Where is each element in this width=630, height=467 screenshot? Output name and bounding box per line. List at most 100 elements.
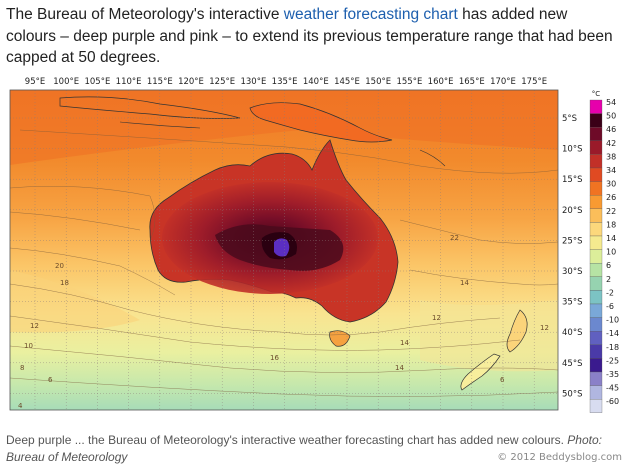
legend-swatch <box>589 235 603 250</box>
longitude-label: 100°E <box>53 77 79 87</box>
tropical-warm-band <box>10 90 558 165</box>
latitude-label: 20°S <box>562 206 582 216</box>
new-zealand-south <box>460 353 501 391</box>
legend-value: -45 <box>606 384 619 393</box>
legend-value: -6 <box>606 302 614 311</box>
legend-swatch <box>589 127 603 141</box>
contour-label: 14 <box>460 279 469 287</box>
contour-label: 4 <box>18 402 23 410</box>
article-text-end: has added new colours – deep purple and … <box>6 6 613 66</box>
legend-value: 30 <box>606 180 616 189</box>
latitude-label: 10°S <box>562 145 582 155</box>
contour-label: 6 <box>500 376 505 384</box>
latitude-label: 50°S <box>562 389 582 399</box>
legend-swatch <box>589 140 603 155</box>
article-text-start: The Bureau of Meteorology's interactive <box>6 6 284 23</box>
latitude-label: 5°S <box>562 114 577 124</box>
legend-swatch <box>589 331 603 345</box>
contour-label: 22 <box>450 234 459 242</box>
legend-value: -10 <box>606 316 619 325</box>
caption-photo-credit: Photo: Bureau of Meteorology <box>6 433 602 464</box>
legend-value: 38 <box>606 152 616 161</box>
longitude-label: 155°E <box>396 77 422 87</box>
latitude-label: 45°S <box>562 359 582 369</box>
legend-value: 34 <box>606 166 616 175</box>
legend-value: 22 <box>606 207 616 216</box>
contour-label: 12 <box>432 314 441 322</box>
legend-value: -2 <box>606 288 614 297</box>
map-border <box>9 89 559 411</box>
legend-value: 10 <box>606 248 616 257</box>
longitude-label: 130°E <box>240 77 266 87</box>
indonesia-coast <box>59 96 241 119</box>
longitude-label: 140°E <box>303 77 329 87</box>
longitude-label: 150°E <box>365 77 391 87</box>
longitude-label: 135°E <box>272 77 298 87</box>
legend-value: -14 <box>606 329 619 338</box>
contour-label: 20 <box>55 262 64 270</box>
longitude-label: 110°E <box>116 77 142 87</box>
new-guinea-land <box>249 102 393 143</box>
legend-swatch <box>589 303 603 318</box>
legend-swatch <box>589 249 603 264</box>
legend-swatch <box>589 344 603 359</box>
legend-value: -60 <box>606 397 619 406</box>
longitude-label: 105°E <box>84 77 110 87</box>
cool-tongue-west <box>10 270 140 333</box>
legend-swatch <box>589 358 603 373</box>
legend-swatch <box>589 195 603 209</box>
legend-value: -35 <box>606 370 619 379</box>
legend-value: 42 <box>606 139 616 148</box>
legend-value: 50 <box>606 112 616 121</box>
legend-swatch <box>589 167 603 182</box>
longitude-label: 175°E <box>521 77 547 87</box>
contour-label: 14 <box>400 339 409 347</box>
legend-unit: °C <box>592 90 601 98</box>
weather-forecasting-chart-link[interactable]: weather forecasting chart <box>283 6 458 23</box>
legend-value: 46 <box>606 125 616 134</box>
legend-value: 18 <box>606 220 616 229</box>
legend-value: -18 <box>606 343 619 352</box>
legend-swatch <box>589 290 603 305</box>
legend-swatch <box>589 263 603 277</box>
legend-swatch <box>589 154 603 169</box>
legend-swatch <box>589 113 603 128</box>
latitude-label: 40°S <box>562 328 582 338</box>
longitude-label: 120°E <box>178 77 204 87</box>
legend-swatch <box>589 208 603 223</box>
latitude-label: 25°S <box>562 236 582 246</box>
contour-label: 12 <box>30 322 39 330</box>
legend-swatch <box>589 222 603 237</box>
legend-value: 14 <box>606 234 616 243</box>
longitude-label: 125°E <box>209 77 235 87</box>
contour-label: 10 <box>24 342 33 350</box>
longitude-label: 160°E <box>428 77 454 87</box>
watermark: © 2012 Beddysblog.com <box>497 452 622 463</box>
legend-swatch <box>589 99 603 114</box>
timor-coast <box>119 121 201 129</box>
legend-swatch <box>589 399 603 413</box>
temperature-legend: °C 54 50 46 42 38 34 30 26 22 18 14 10 6 2 -2 -6 -10 -14 -… <box>589 90 619 413</box>
legend-value: 54 <box>606 98 616 107</box>
contour-label: 8 <box>20 364 24 372</box>
latitude-label: 35°S <box>562 298 582 308</box>
contour-label: 18 <box>60 279 69 287</box>
caption-text: Deep purple ... the Bureau of Meteorolog… <box>6 433 568 447</box>
legend-swatch <box>589 317 603 332</box>
max-temperature-purple <box>274 238 290 257</box>
image-caption: Deep purple ... the Bureau of Meteorolog… <box>6 432 626 466</box>
contour-label: 12 <box>540 324 549 332</box>
longitude-label: 165°E <box>459 77 485 87</box>
contour-label: 16 <box>270 354 279 362</box>
longitude-label: 115°E <box>147 77 173 87</box>
latitude-label: 15°S <box>562 175 582 185</box>
legend-value: 6 <box>606 261 611 270</box>
solomon-coast <box>419 149 446 167</box>
longitude-label: 145°E <box>334 77 360 87</box>
legend-swatch <box>589 181 603 196</box>
contour-label: 14 <box>395 364 404 372</box>
isotherm-lines <box>10 129 558 397</box>
latitude-axis: 5°S 10°S 15°S 20°S 25°S 30°S 35°S 40°S 45°S 50°S <box>562 114 582 399</box>
legend-value: -25 <box>606 356 619 365</box>
